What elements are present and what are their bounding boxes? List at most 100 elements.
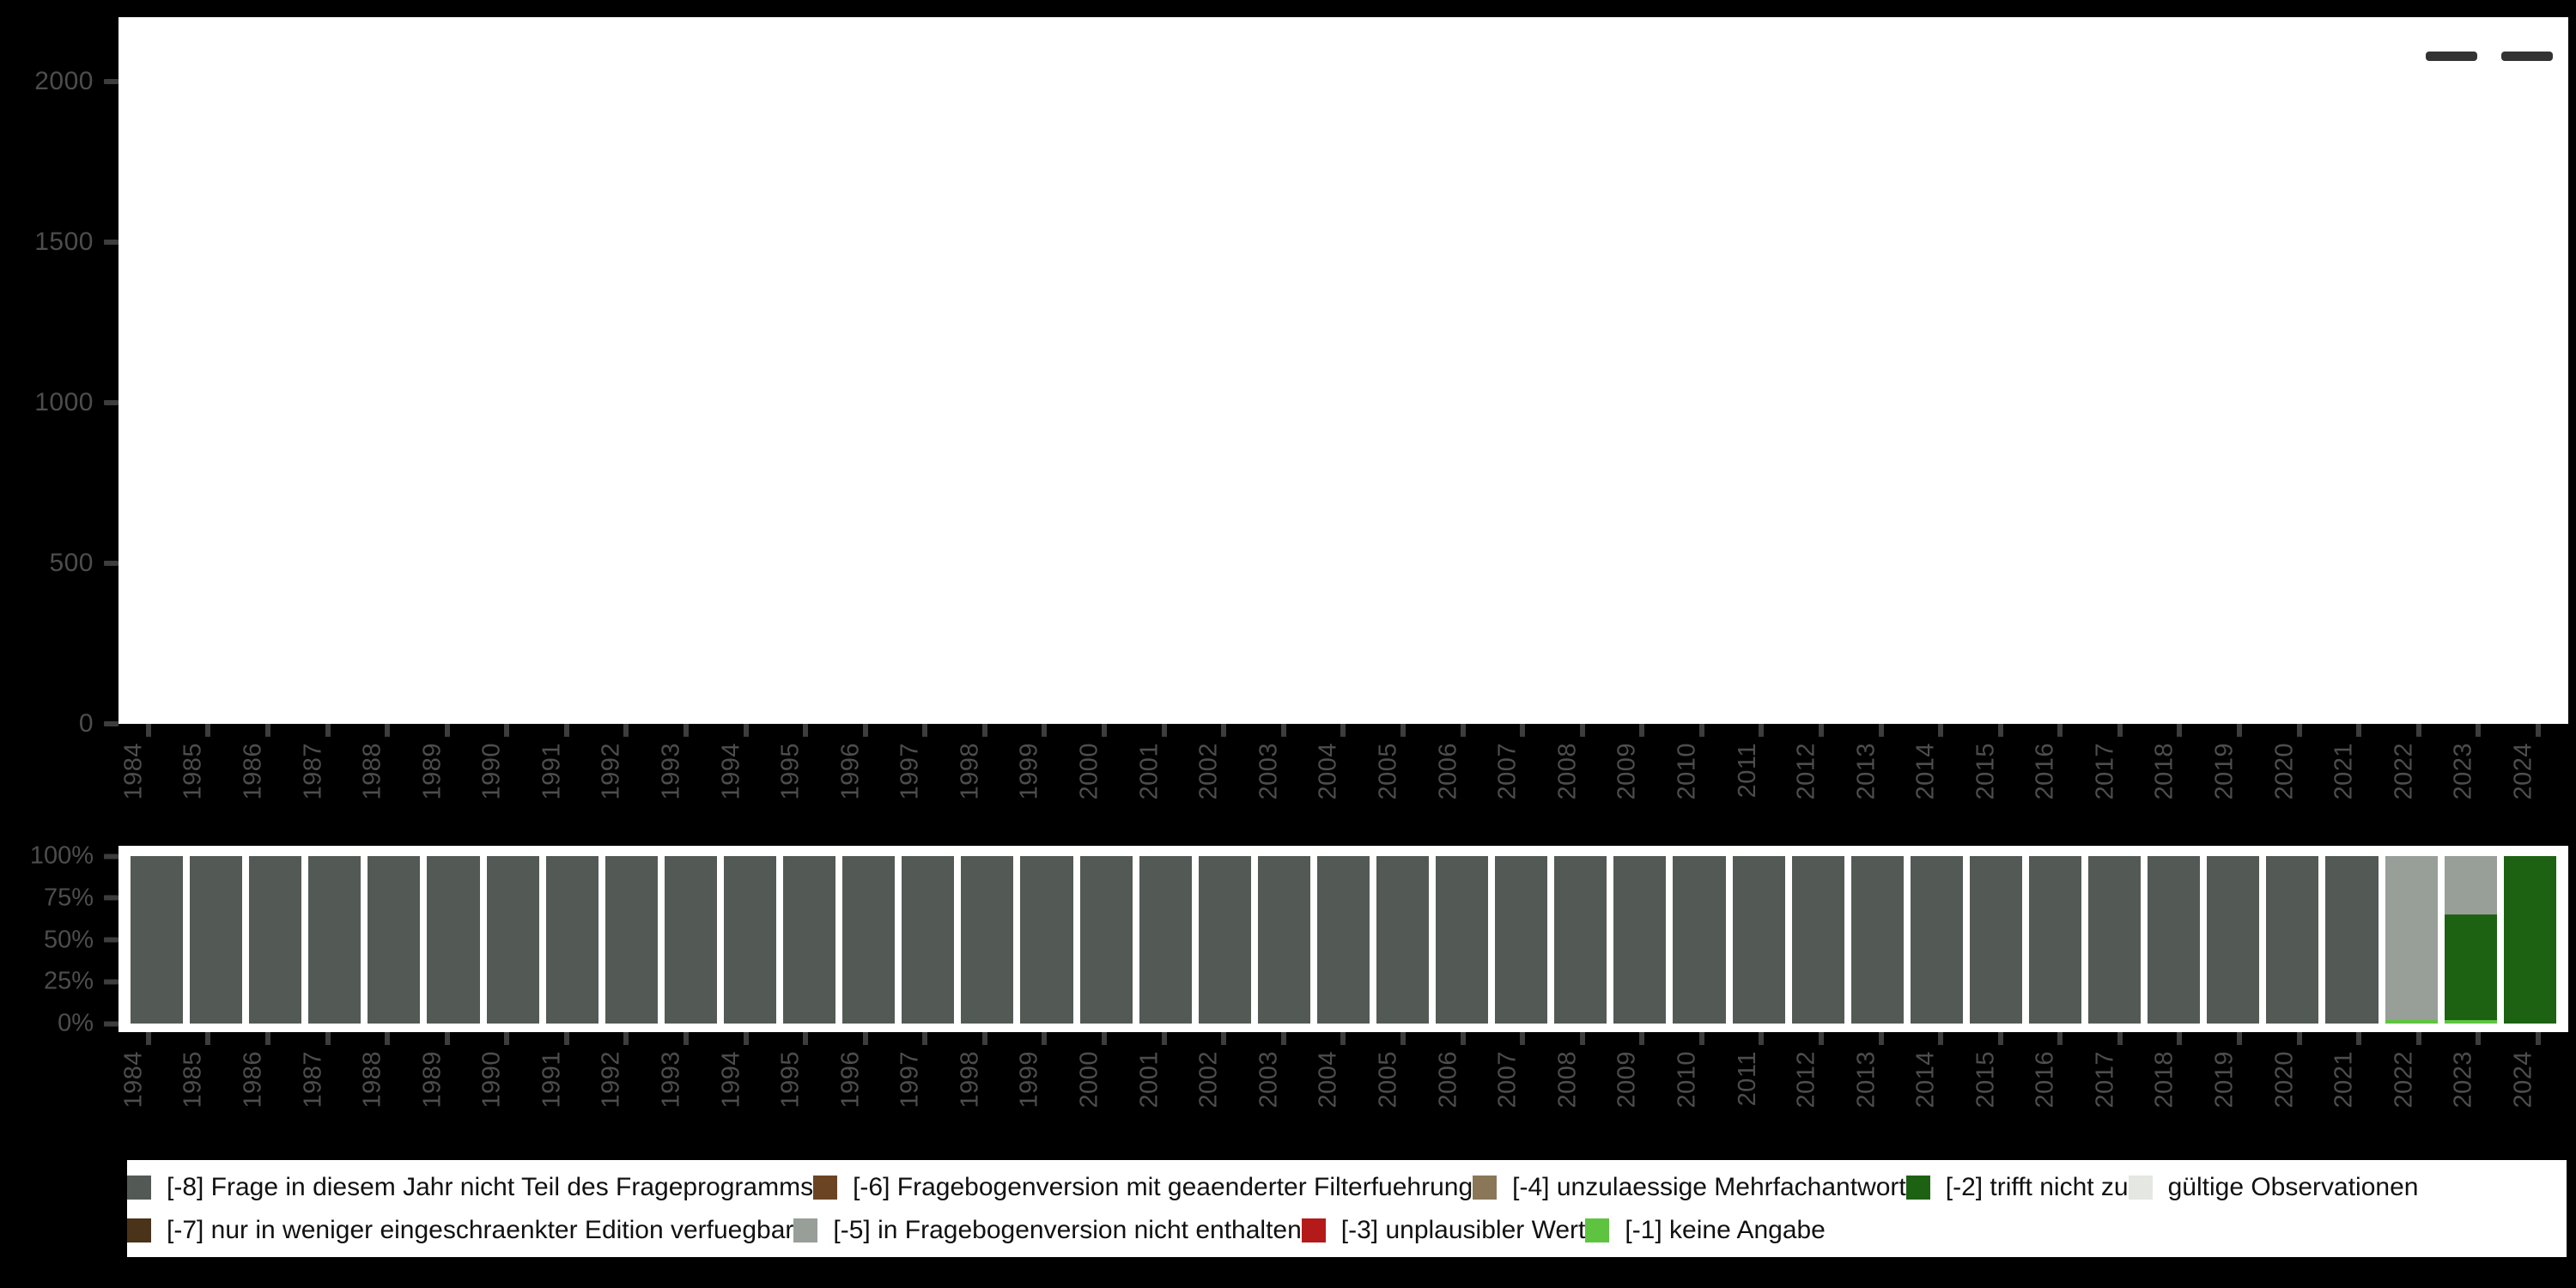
legend-item-m3_unplausibler_wert[interactable]: [-3] unplausibler Wert [1301, 1209, 1585, 1252]
bar-2010[interactable] [1673, 856, 1726, 1024]
x-tick-label: 2017 [2091, 743, 2119, 800]
bar-1984[interactable] [131, 856, 184, 1024]
legend-item-m4_unzulaessige_mehrfachantwort[interactable]: [-4] unzulaessige Mehrfachantwort [1473, 1166, 1906, 1209]
y-tick-count-2000: 2000 [34, 67, 118, 96]
x-tick-label: 1999 [1016, 743, 1044, 800]
x-tick-label: 1992 [598, 1051, 626, 1109]
bar-segment [2325, 856, 2379, 1024]
bar-2013[interactable] [1850, 856, 1904, 1024]
x-tick-label: 1991 [538, 743, 566, 800]
x-tick-mark-icon [1460, 724, 1466, 737]
legend-item-m1_keine_angabe[interactable]: [-1] keine Angabe [1585, 1209, 1826, 1252]
bar-segment [2088, 856, 2142, 1024]
x-tick-label: 2016 [2032, 1051, 2060, 1109]
x-tick-label: 2023 [2450, 743, 2478, 800]
legend-label: [-2] trifft nicht zu [1945, 1172, 2129, 1201]
x-tick-mark-icon [2057, 724, 2063, 737]
bar-2006[interactable] [1436, 856, 1489, 1024]
legend-item-m5_nicht_enthalten[interactable]: [-5] in Fragebogenversion nicht enthalte… [793, 1209, 1302, 1252]
bar-1991[interactable] [545, 856, 598, 1024]
bar-1996[interactable] [842, 856, 896, 1024]
bar-2002[interactable] [1198, 856, 1251, 1024]
bar-1998[interactable] [961, 856, 1014, 1024]
y-tick-count-1500: 1500 [34, 228, 118, 257]
x-tick-label: 2001 [1135, 743, 1163, 800]
x-tick-2008: 2008 [1552, 1032, 1613, 1131]
bar-2017[interactable] [2088, 856, 2142, 1024]
x-tick-1989: 1989 [417, 1032, 477, 1131]
bar-1993[interactable] [664, 856, 717, 1024]
legend-row-1: [-8] Frage in diesem Jahr nicht Teil des… [127, 1166, 2567, 1209]
x-tick-2018: 2018 [2150, 724, 2210, 823]
x-tick-1984: 1984 [118, 1032, 179, 1131]
x-tick-2007: 2007 [1492, 1032, 1552, 1131]
bar-1986[interactable] [249, 856, 302, 1024]
x-tick-2022: 2022 [2389, 1032, 2449, 1131]
y-tick-count-500: 500 [49, 549, 118, 578]
x-tick-mark-icon [1280, 1032, 1286, 1045]
y-tick-mark-icon [104, 78, 118, 84]
bar-2009[interactable] [1613, 856, 1667, 1024]
x-tick-label: 2009 [1613, 743, 1641, 800]
bar-2004[interactable] [1316, 856, 1370, 1024]
y-tick-mark-icon [104, 560, 118, 566]
bar-1992[interactable] [605, 856, 658, 1024]
legend-swatch-icon [127, 1175, 151, 1200]
x-tick-label: 2023 [2450, 1051, 2478, 1109]
bar-2020[interactable] [2266, 856, 2319, 1024]
bar-1987[interactable] [308, 856, 361, 1024]
bar-1999[interactable] [1020, 856, 1073, 1024]
bar-2023[interactable] [2444, 856, 2497, 1024]
bar-2012[interactable] [1791, 856, 1844, 1024]
x-tick-mark-icon [2237, 724, 2243, 737]
bar-1985[interactable] [190, 856, 243, 1024]
bar-2000[interactable] [1079, 856, 1133, 1024]
bar-2018[interactable] [2148, 856, 2201, 1024]
bar-2016[interactable] [2029, 856, 2082, 1024]
legend-row-2: [-7] nur in weniger eingeschraenkter Edi… [127, 1209, 2567, 1252]
bar-1990[interactable] [486, 856, 539, 1024]
legend-item-m7_weniger_eingeschraenkt[interactable]: [-7] nur in weniger eingeschraenkter Edi… [127, 1209, 793, 1252]
bar-2005[interactable] [1376, 856, 1430, 1024]
legend-item-m8_frage_nicht_teil[interactable]: [-8] Frage in diesem Jahr nicht Teil des… [127, 1166, 813, 1209]
x-tick-label: 2018 [2151, 1051, 2179, 1109]
bar-1994[interactable] [723, 856, 777, 1024]
bar-2011[interactable] [1732, 856, 1785, 1024]
bar-2014[interactable] [1910, 856, 1963, 1024]
y-tick-percent-50: 50% [44, 926, 118, 954]
bar-segment [1791, 856, 1844, 1024]
x-axis-bottom-years: 1984 1985 1986 1987 1988 1989 1990 1991 1992 1993… [118, 1032, 2568, 1131]
x-tick-mark-icon [2237, 1032, 2243, 1045]
bar-2022[interactable] [2385, 856, 2438, 1024]
x-tick-1991: 1991 [537, 1032, 597, 1131]
x-tick-2024: 2024 [2508, 1032, 2568, 1131]
bar-2024[interactable] [2503, 856, 2556, 1024]
legend-item-m2_trifft_nicht_zu[interactable]: [-2] trifft nicht zu [1905, 1166, 2129, 1209]
bar-segment [190, 856, 243, 1024]
bar-2008[interactable] [1554, 856, 1607, 1024]
bar-2007[interactable] [1495, 856, 1548, 1024]
x-tick-mark-icon [1042, 724, 1048, 737]
bar-segment [2148, 856, 2201, 1024]
x-tick-label: 2024 [2509, 1051, 2537, 1109]
x-tick-2024: 2024 [2508, 724, 2568, 823]
legend-item-valid_observations[interactable]: gültige Observationen [2128, 1166, 2418, 1209]
bar-2003[interactable] [1257, 856, 1310, 1024]
x-tick-label: 2020 [2270, 743, 2299, 800]
x-tick-label: 1997 [896, 1051, 925, 1109]
x-tick-mark-icon [504, 1032, 510, 1045]
x-tick-mark-icon [2057, 1032, 2063, 1045]
bar-2015[interactable] [1969, 856, 2022, 1024]
bar-1995[interactable] [783, 856, 836, 1024]
bar-2019[interactable] [2207, 856, 2260, 1024]
legend-item-m6_geaenderte_filterfuehrung[interactable]: [-6] Fragebogenversion mit geaenderter F… [813, 1166, 1473, 1209]
bar-2021[interactable] [2325, 856, 2379, 1024]
bar-1988[interactable] [368, 856, 421, 1024]
bar-1997[interactable] [902, 856, 955, 1024]
x-tick-label: 1998 [956, 1051, 984, 1109]
x-tick-label: 2021 [2330, 1051, 2358, 1109]
x-tick-2023: 2023 [2449, 1032, 2509, 1131]
x-tick-mark-icon [2415, 1032, 2421, 1045]
bar-2001[interactable] [1139, 856, 1192, 1024]
bar-1989[interactable] [427, 856, 480, 1024]
